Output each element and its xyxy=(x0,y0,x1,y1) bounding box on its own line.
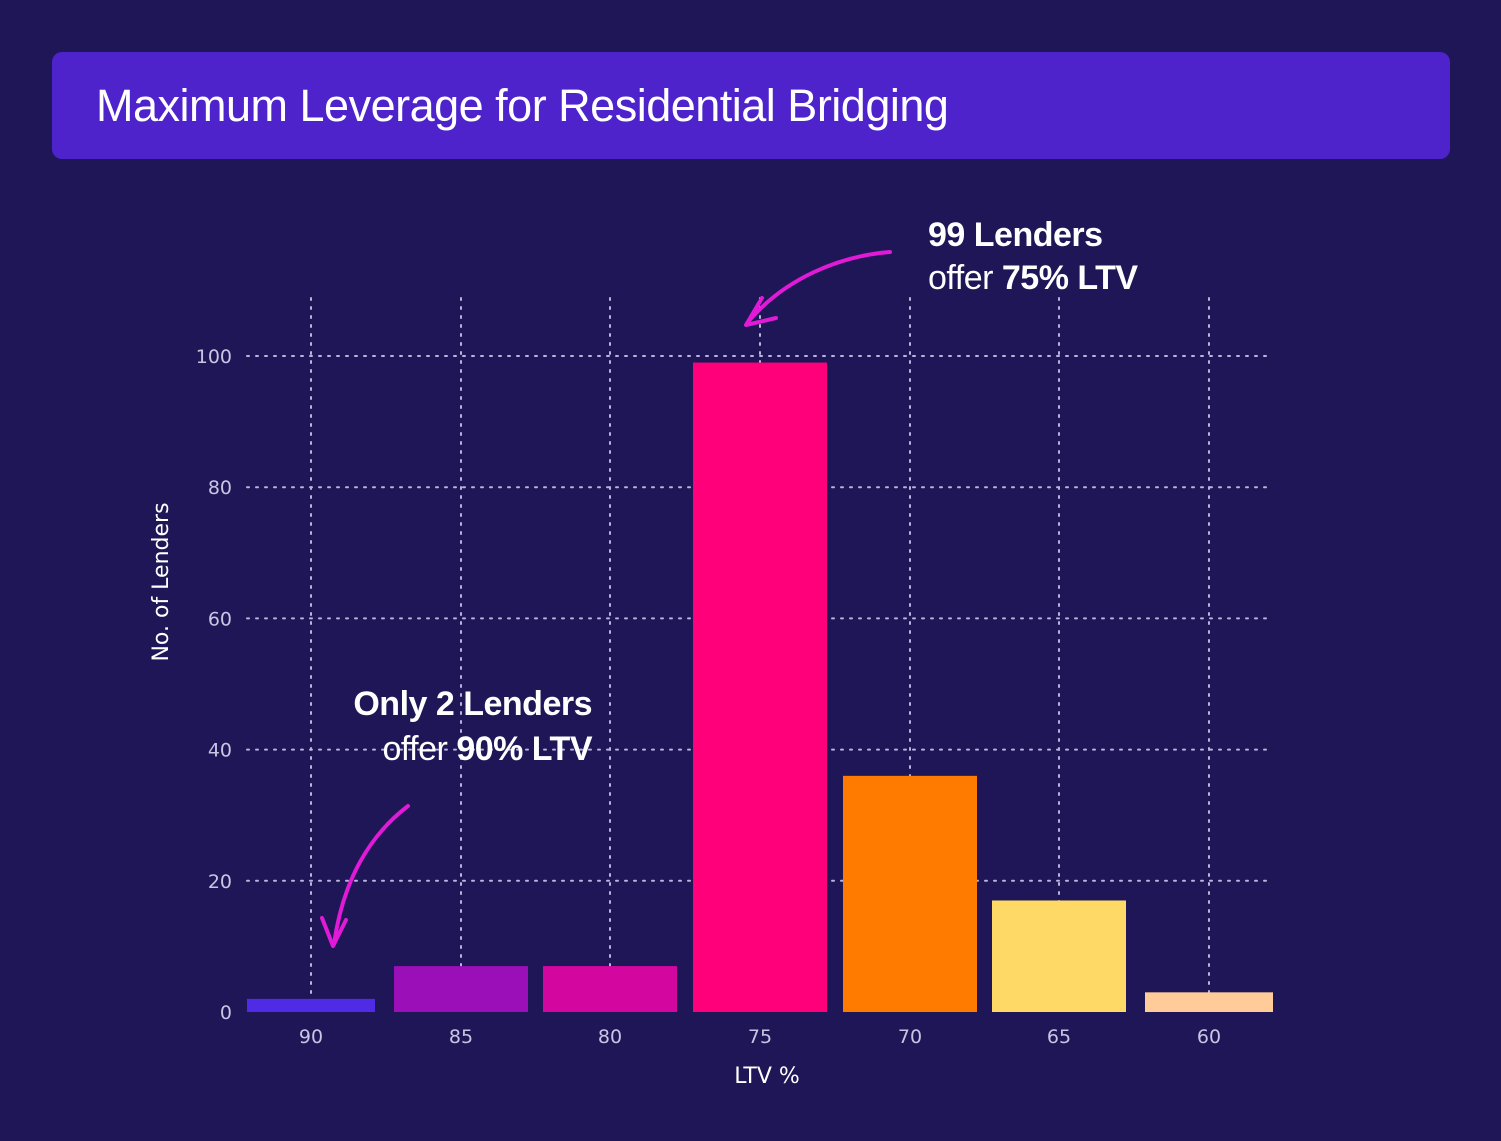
annotation-90-line1: Only 2 Lenders xyxy=(353,685,592,723)
bar-70 xyxy=(843,775,977,1012)
arrow-icon xyxy=(746,250,892,324)
bar-85 xyxy=(394,966,528,1012)
annotation-75: 99 Lenders offer 75% LTV xyxy=(744,216,1139,327)
y-tick-label: 100 xyxy=(196,346,232,368)
y-tick-label: 20 xyxy=(208,871,232,893)
y-tick-label: 60 xyxy=(208,608,232,630)
annotation-75-line2: offer 75% LTV xyxy=(928,259,1138,297)
arrowhead-icon xyxy=(320,916,348,948)
bars xyxy=(247,362,1273,1012)
bar-80 xyxy=(543,966,677,1012)
x-tick-label: 65 xyxy=(1047,1026,1071,1048)
x-tick-label: 70 xyxy=(898,1026,922,1048)
arrow-icon xyxy=(332,804,410,946)
x-axis-ticks: 90 85 80 75 70 65 60 xyxy=(299,1026,1221,1048)
chart-title: Maximum Leverage for Residential Bridgin… xyxy=(96,79,949,131)
bar-75 xyxy=(693,362,827,1012)
annotation-75-line1: 99 Lenders xyxy=(928,216,1103,254)
title-bar: Maximum Leverage for Residential Bridgin… xyxy=(52,52,1450,159)
x-axis-label: LTV % xyxy=(734,1064,800,1089)
x-tick-label: 80 xyxy=(598,1026,622,1048)
y-tick-label: 40 xyxy=(208,740,232,762)
x-tick-label: 75 xyxy=(748,1026,772,1048)
x-tick-label: 85 xyxy=(449,1026,473,1048)
y-axis-label: No. of Lenders xyxy=(149,502,174,661)
x-tick-label: 60 xyxy=(1197,1026,1221,1048)
annotation-90: Only 2 Lenders offer 90% LTV xyxy=(320,685,593,948)
y-tick-label: 0 xyxy=(220,1002,232,1024)
y-tick-label: 80 xyxy=(208,477,232,499)
arrowhead-icon xyxy=(744,296,778,327)
x-tick-label: 90 xyxy=(299,1026,323,1048)
bar-90 xyxy=(247,998,375,1012)
bar-60 xyxy=(1145,992,1273,1012)
bar-65 xyxy=(992,900,1126,1012)
y-axis-ticks: 0 20 40 60 80 100 xyxy=(196,346,232,1024)
annotation-90-line2: offer 90% LTV xyxy=(382,730,592,768)
